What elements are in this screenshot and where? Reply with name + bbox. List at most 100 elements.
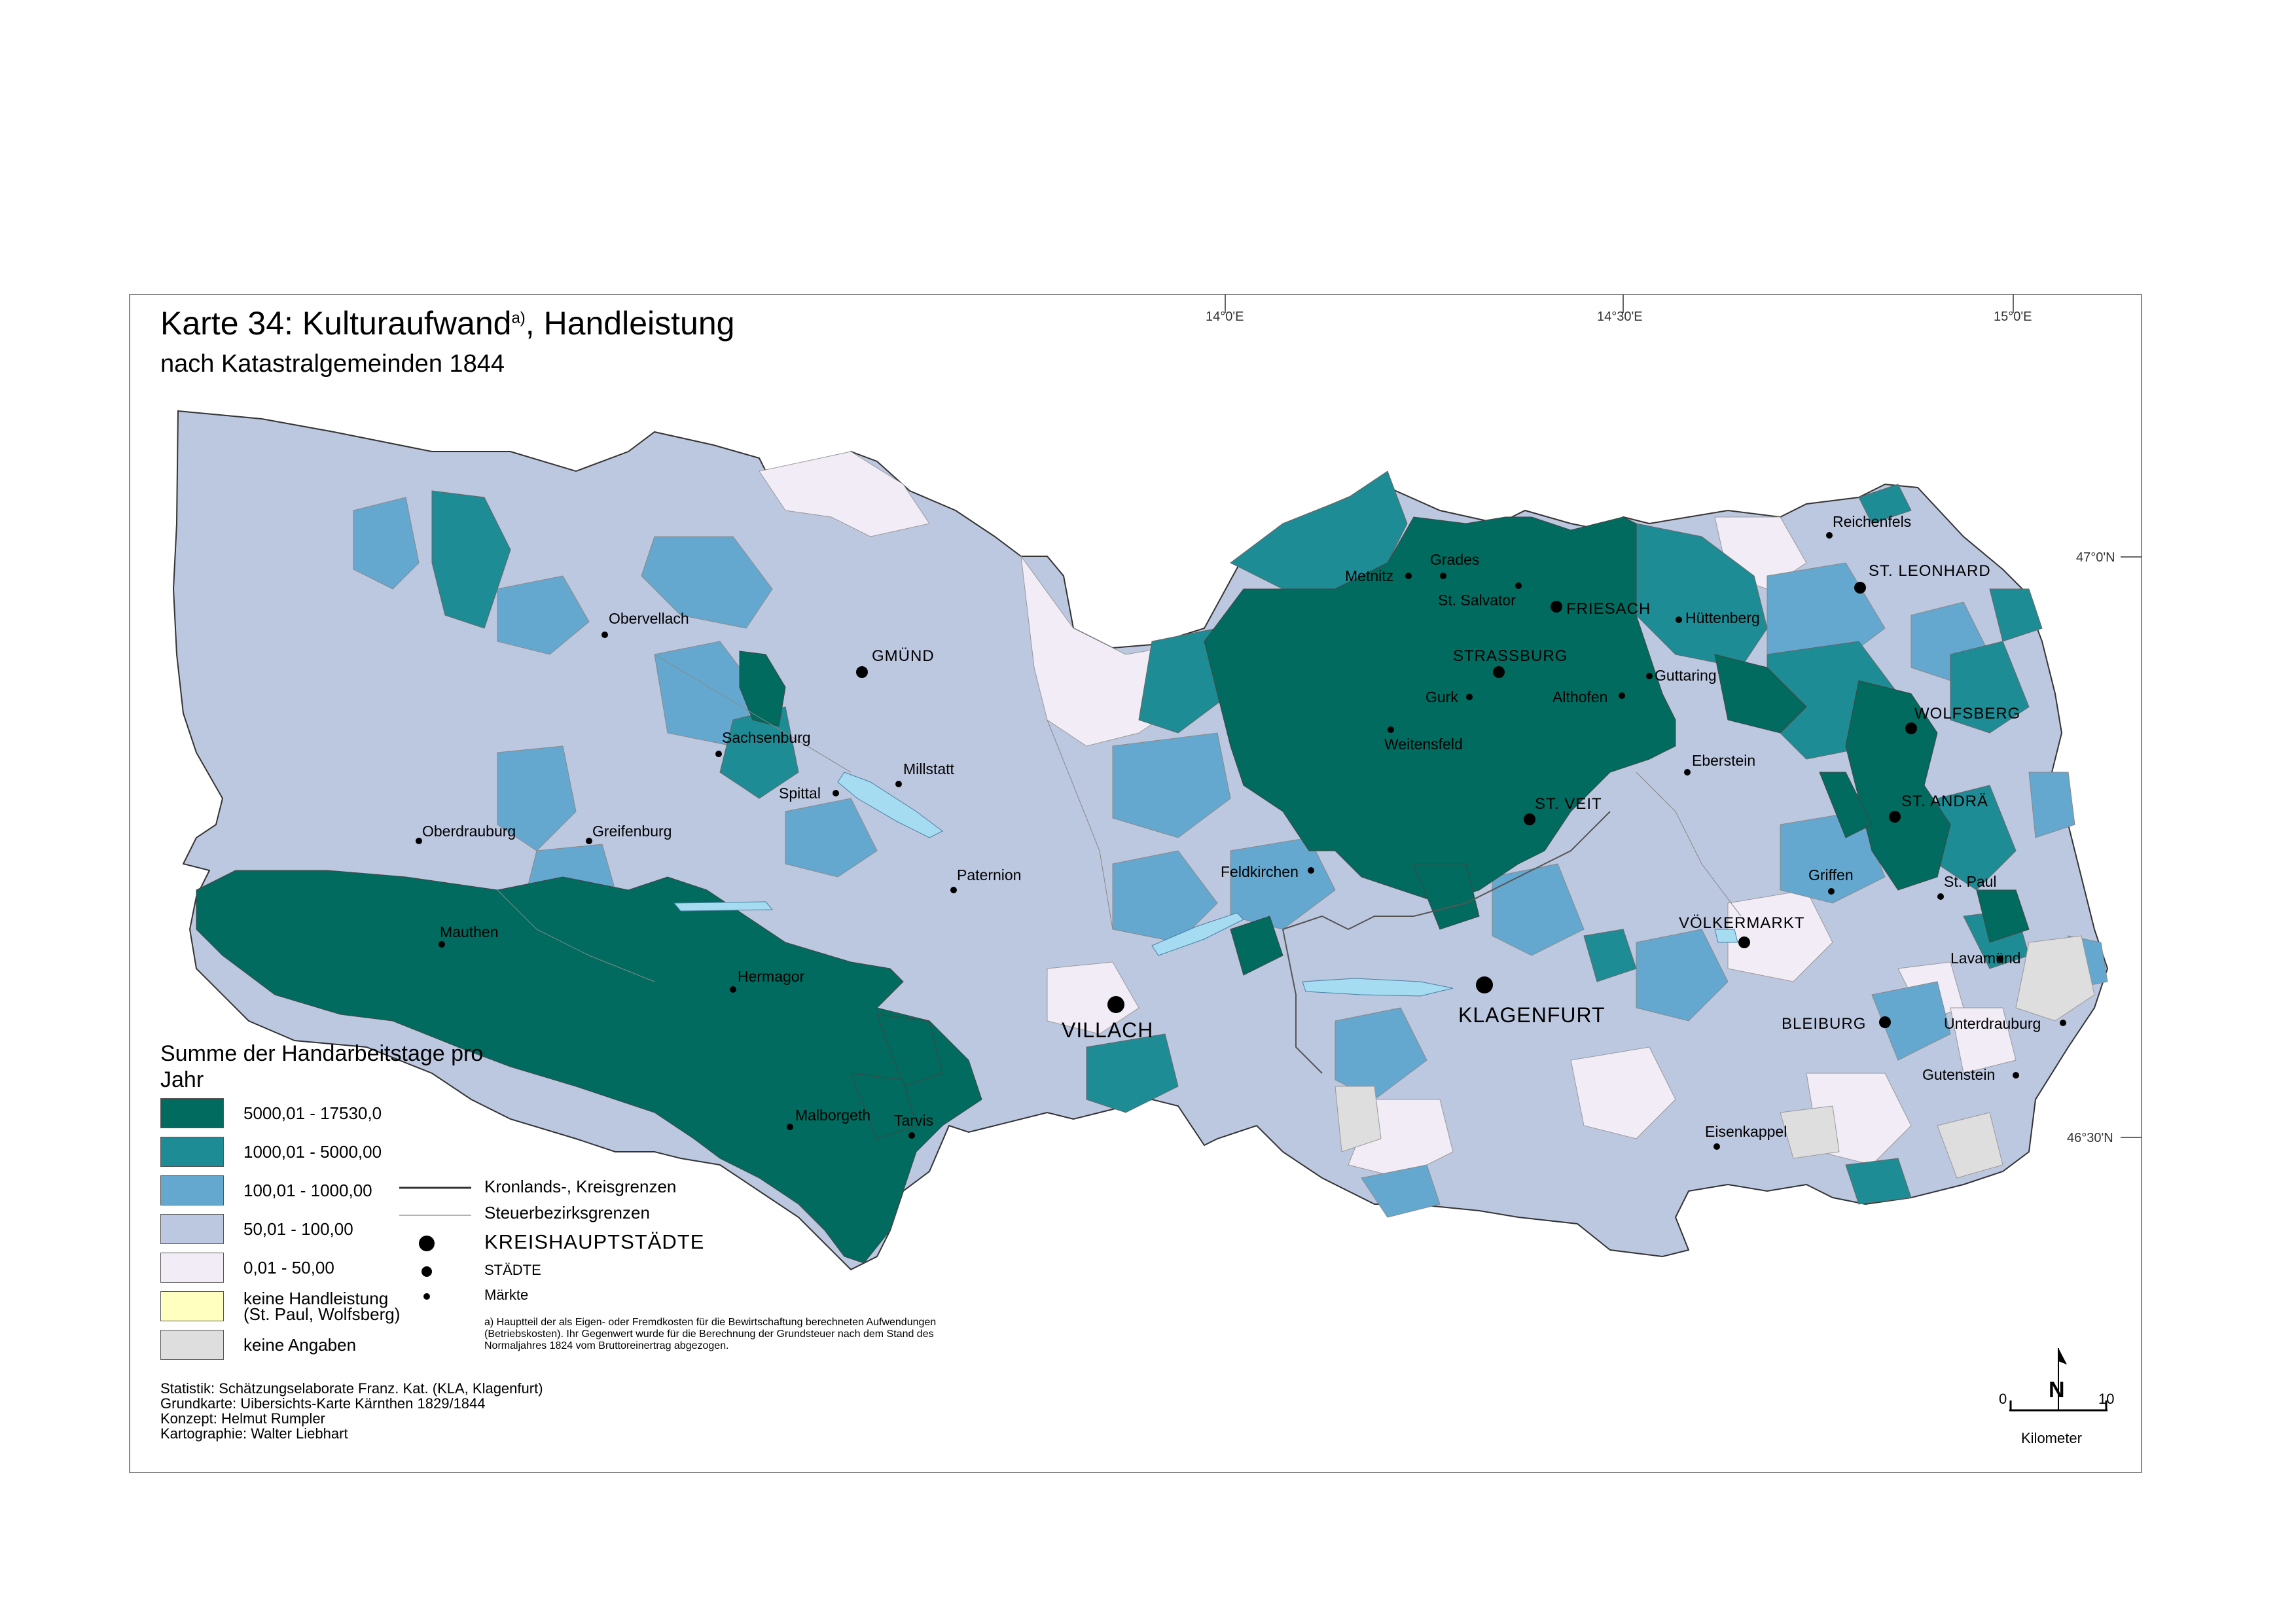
label-gutenstein: Gutenstein xyxy=(1922,1066,1995,1083)
label-hermagor: Hermagor xyxy=(738,968,805,985)
label-feldkirchen: Feldkirchen xyxy=(1221,863,1299,880)
markt-marker xyxy=(2060,1020,2066,1026)
weissensee xyxy=(673,901,774,912)
markt-marker xyxy=(1466,694,1473,700)
title-main: Karte 34: Kulturaufwand xyxy=(160,305,512,342)
footnote: a) Hauptteil der als Eigen- oder Fremdko… xyxy=(484,1317,937,1351)
credits: Statistik: Schätzungselaborate Franz. Ka… xyxy=(160,1381,543,1441)
label-klagenfurt: KLAGENFURT xyxy=(1458,1003,1605,1027)
label-tarvis: Tarvis xyxy=(894,1112,933,1129)
label-oberdrauburg: Oberdrauburg xyxy=(422,823,516,840)
label-st-salvator: St. Salvator xyxy=(1438,592,1516,609)
class-0-50-areas xyxy=(759,451,2017,1179)
legend-label-kronland: Kronlands-, Kreisgrenzen xyxy=(484,1177,677,1196)
label-gmuend: GMÜND xyxy=(872,647,935,665)
markt-marker xyxy=(787,1124,793,1130)
legend-label-kreishauptstaedte: KREISHAUPTSTÄDTE xyxy=(484,1230,705,1253)
legend-swatch-keine-handleistung xyxy=(160,1291,224,1321)
scale-bar: 0 10 Kilometer xyxy=(1999,1391,2114,1446)
graticule xyxy=(1225,294,2142,1138)
stadt-marker xyxy=(1738,936,1750,948)
label-villach: VILLACH xyxy=(1062,1018,1153,1042)
credit-konzept: Konzept: Helmut Rumpler xyxy=(160,1410,325,1427)
markt-marker xyxy=(1515,582,1522,589)
label-strassburg: STRASSBURG xyxy=(1453,647,1568,665)
markt-marker xyxy=(730,986,736,993)
map-subtitle: nach Katastralgemeinden 1844 xyxy=(160,350,505,378)
label-unterdrauburg: Unterdrauburg xyxy=(1944,1015,2041,1032)
markt-marker xyxy=(908,1132,915,1139)
label-millstatt: Millstatt xyxy=(903,760,955,777)
legend-label-steuerbezirk: Steuerbezirksgrenzen xyxy=(484,1203,650,1222)
markt-marker xyxy=(1684,769,1691,776)
label-sachsenburg: Sachsenburg xyxy=(722,729,811,746)
legend-label-50-100: 50,01 - 100,00 xyxy=(243,1219,353,1239)
label-bleiburg: BLEIBURG xyxy=(1782,1015,1866,1033)
credit-statistik: Statistik: Schätzungselaborate Franz. Ka… xyxy=(160,1380,543,1397)
markt-marker xyxy=(1405,573,1412,579)
label-malborgeth: Malborgeth xyxy=(795,1107,870,1124)
scale-zero: 0 xyxy=(1999,1391,2007,1407)
label-paternion: Paternion xyxy=(957,866,1021,883)
label-friesach: FRIESACH xyxy=(1566,600,1651,618)
legend-swatch-5000-plus xyxy=(160,1098,224,1128)
label-huettenberg: Hüttenberg xyxy=(1685,609,1760,626)
lakes xyxy=(673,772,1738,997)
scale-unit: Kilometer xyxy=(2021,1430,2082,1446)
label-voelkermarkt: VÖLKERMARKT xyxy=(1679,914,1804,932)
legend-label-5000-plus: 5000,01 - 17530,0 xyxy=(243,1103,382,1123)
class-1000-5000-areas xyxy=(431,471,2043,1205)
place-markers xyxy=(416,532,2066,1150)
markt-marker xyxy=(416,838,422,844)
stadt-marker xyxy=(1551,601,1562,613)
no-data-areas xyxy=(1335,935,2095,1179)
class-5000-plus-areas xyxy=(196,516,2030,1264)
legend-label-keine-handleistung: keine Handleistung (St. Paul, Wolfsberg) xyxy=(243,1289,401,1324)
markt-marker xyxy=(586,838,592,844)
lat-label-47-0: 47°0'N xyxy=(2076,550,2115,565)
legend-label-staedte: STÄDTE xyxy=(484,1262,541,1278)
label-guttaring: Guttaring xyxy=(1655,667,1717,684)
legend-swatch-100-1000 xyxy=(160,1175,224,1205)
scale-ten: 10 xyxy=(2098,1391,2114,1407)
label-st-andrae: ST. ANDRÄ xyxy=(1901,793,1988,810)
woerthersee xyxy=(1302,978,1454,997)
legend-swatch-1000-5000 xyxy=(160,1137,224,1167)
stadt-marker xyxy=(1524,813,1535,825)
markt-marker xyxy=(601,632,608,638)
label-st-leonhard: ST. LEONHARD xyxy=(1869,562,1991,580)
kreishauptstadt-marker xyxy=(1107,996,1124,1013)
markt-marker xyxy=(1308,867,1314,874)
title-tail: , Handleistung xyxy=(525,305,735,342)
label-spittal: Spittal xyxy=(779,785,821,802)
legend-swatch-keine-angaben xyxy=(160,1330,224,1360)
map-title: Karte 34: Kulturaufwanda), Handleistung xyxy=(160,304,734,342)
markt-marker xyxy=(1826,532,1833,539)
label-obervellach: Obervellach xyxy=(609,610,689,627)
legend-symbols xyxy=(399,1186,471,1300)
legend-swatch-0-50 xyxy=(160,1253,224,1283)
markt-marker xyxy=(833,790,839,796)
north-label: N xyxy=(2049,1378,2065,1402)
credit-grundkarte: Grundkarte: Uibersichts-Karte Kärnthen 1… xyxy=(160,1395,486,1412)
markt-marker xyxy=(1997,955,2003,962)
markt-marker xyxy=(1937,893,1944,900)
millstaetter-see xyxy=(837,772,943,838)
label-grades: Grades xyxy=(1430,551,1479,568)
label-eberstein: Eberstein xyxy=(1692,752,1755,769)
markt-marker xyxy=(895,781,902,787)
markt-marker xyxy=(1646,673,1653,679)
markt-marker xyxy=(1676,616,1682,623)
label-st-veit: ST. VEIT xyxy=(1535,795,1602,813)
legend-label-100-1000: 100,01 - 1000,00 xyxy=(243,1181,372,1200)
lon-label-14-30: 14°30'E xyxy=(1597,310,1643,324)
title-footnote-mark: a) xyxy=(511,309,526,327)
lon-label-15-0: 15°0'E xyxy=(1994,310,2032,324)
label-gurk: Gurk xyxy=(1426,688,1458,705)
lat-label-46-30: 46°30'N xyxy=(2067,1131,2113,1145)
label-eisenkappel: Eisenkappel xyxy=(1705,1123,1787,1140)
label-wolfsberg: WOLFSBERG xyxy=(1914,705,2020,722)
markt-marker xyxy=(950,887,957,893)
markt-marker xyxy=(1440,573,1446,579)
legend-label-maerkte: Märkte xyxy=(484,1287,529,1303)
